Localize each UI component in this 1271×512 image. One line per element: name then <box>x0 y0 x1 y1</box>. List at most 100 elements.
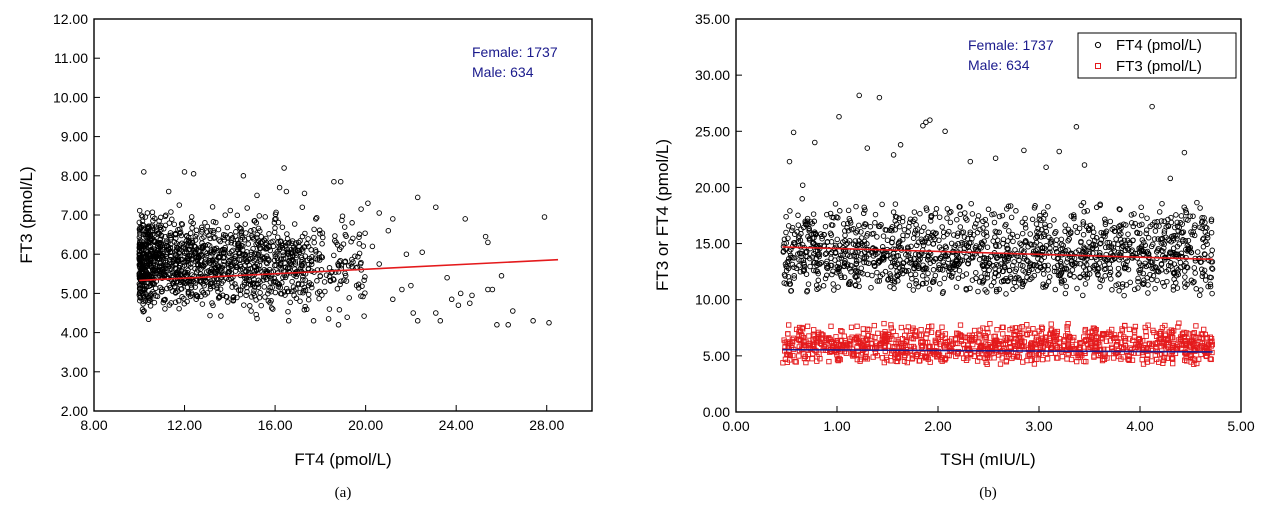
panel-b-data-point <box>1102 273 1108 279</box>
panel-b-data-point <box>1162 322 1168 329</box>
panel-b-data-point <box>785 331 791 337</box>
panel-a-data-point <box>145 238 151 245</box>
panel-a-data-point <box>140 273 147 280</box>
panel-b-data-point <box>893 333 899 339</box>
panel-a-data-point <box>181 169 188 175</box>
panel-a-data-point <box>326 306 333 312</box>
panel-b-data-point <box>837 208 843 214</box>
panel-a-data-point <box>146 293 152 300</box>
panel-b-data-point <box>1093 245 1099 252</box>
panel-a-data-point <box>261 284 268 290</box>
panel-b-data-point <box>1201 326 1207 333</box>
panel-b-data-point <box>803 271 810 277</box>
panel-b-data-point <box>1155 268 1161 274</box>
panel-b-data-point <box>1169 233 1175 240</box>
panel-b-data-point <box>1144 215 1150 221</box>
panel-b-data-point <box>1100 331 1106 337</box>
panel-b-data-point <box>1183 209 1190 216</box>
panel-b-data-point <box>952 337 959 343</box>
panel-a-data-point <box>168 232 174 238</box>
panel-a-data-point <box>200 244 207 251</box>
panel-b-data-point <box>785 235 791 241</box>
panel-b-data-point <box>872 334 878 341</box>
panel-a-data-point <box>276 184 283 191</box>
panel-b-data-point <box>928 329 935 335</box>
panel-b-data-point <box>1131 286 1138 293</box>
panel-b-data-point <box>784 359 790 365</box>
panel-a-data-point <box>151 299 158 306</box>
panel-a-data-point <box>362 230 368 236</box>
panel-b-data-point <box>1179 221 1186 227</box>
panel-a-data-point <box>305 296 312 303</box>
panel-b-data-point <box>1199 273 1206 280</box>
panel-a-data-point <box>217 286 224 292</box>
panel-a-data-point <box>369 243 376 250</box>
panel-b-data-point <box>796 353 802 359</box>
panel-b-data-point <box>793 359 799 365</box>
panel-a-data-point <box>242 221 248 227</box>
panel-b-data-point <box>1177 259 1184 266</box>
panel-a-data-point <box>201 282 207 289</box>
panel-b-data-point <box>1137 230 1143 237</box>
panel-b-data-point <box>1161 241 1168 247</box>
panel-a-data-point <box>176 305 182 312</box>
panel-b-data-point <box>827 210 834 217</box>
panel-b-data-point <box>1157 352 1163 358</box>
panel-b-data-point <box>975 339 981 345</box>
panel-b-data-point <box>809 235 816 241</box>
panel-b-data-point <box>932 236 938 242</box>
panel-b-data-point <box>1022 269 1029 275</box>
panel-b-data-point <box>1183 355 1189 361</box>
panel-b-data-point <box>791 272 797 279</box>
panel-b-data-point <box>968 200 974 207</box>
panel-b-data-point <box>842 232 848 239</box>
panel-a-data-point <box>160 246 166 253</box>
panel-b-data-point <box>856 222 862 229</box>
panel-a-data-point <box>287 299 293 306</box>
panel-b-data-point <box>888 358 894 364</box>
panel-b-data-point <box>1120 243 1126 249</box>
panel-a-data-point <box>150 213 156 220</box>
panel-b-data-point <box>1117 222 1124 229</box>
panel-a-data-point <box>158 262 165 269</box>
panel-a-data-point <box>225 239 231 246</box>
panel-b-data-point <box>997 361 1004 367</box>
panel-b-data-point <box>860 326 866 332</box>
panel-b-data-point <box>916 358 922 364</box>
panel-b-data-point <box>1060 242 1066 249</box>
panel-a-data-point <box>321 279 328 285</box>
panel-b-data-point <box>1055 355 1061 361</box>
panel-a-data-point <box>193 227 200 233</box>
panel-a-data-point <box>152 267 159 274</box>
panel-b-data-point <box>1086 239 1092 246</box>
panel-b-data-point <box>855 277 862 283</box>
panel-b-data-point <box>1158 343 1164 350</box>
panel-b-data-point <box>925 270 931 277</box>
panel-b-data-point <box>1097 241 1103 247</box>
panel-a-data-point <box>265 256 272 263</box>
panel-a-data-point <box>212 234 218 241</box>
panel-b-data-point <box>1203 350 1209 356</box>
panel-b-data-point <box>1109 326 1115 333</box>
panel-a-data-point <box>320 234 326 241</box>
panel-b-data-point <box>872 263 878 270</box>
panel-b-data-point <box>1034 334 1040 340</box>
panel-b-data-point <box>1171 328 1177 334</box>
panel-a-data-point <box>140 301 146 307</box>
panel-b-data-point <box>1209 290 1215 297</box>
panel-b-data-point <box>796 336 802 343</box>
panel-a-data-point <box>295 280 302 287</box>
panel-a-data-point <box>309 284 315 291</box>
panel-a-data-point <box>285 251 292 257</box>
panel-b-data-point <box>983 221 990 228</box>
panel-b-data-point <box>942 128 948 135</box>
panel-b-data-point <box>1026 263 1033 270</box>
panel-a-data-point <box>291 292 297 299</box>
panel-a-data-point <box>224 224 231 231</box>
panel-b-data-point <box>1187 213 1193 219</box>
panel-b-data-point <box>882 227 889 233</box>
panel-a-data-point <box>247 265 254 272</box>
panel-b-data-point <box>833 339 840 346</box>
panel-b-data-point <box>1160 360 1166 366</box>
panel-b-data-point <box>872 219 878 226</box>
